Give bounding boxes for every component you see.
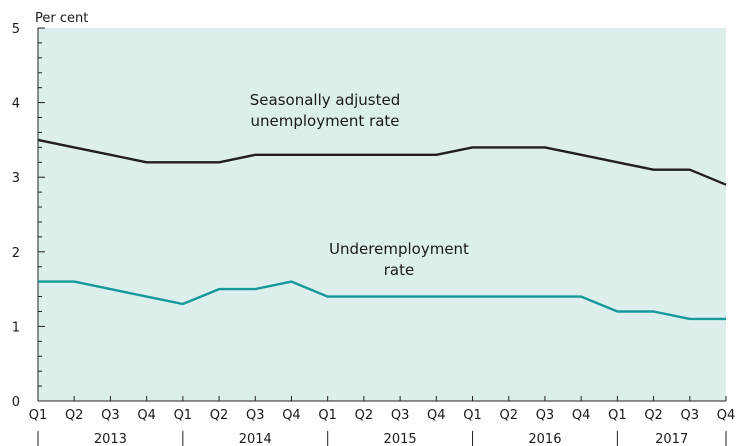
x-axis-ticks: Q1 Q2 Q3 Q4 Q1 Q2 Q3 Q4 Q1 Q2 Q3 Q4 Q1 Q2 Q3 Q4 Q1 Q2 Q3 Q4… xyxy=(29,396,736,446)
unemployment-rate-annotation: unemployment rate xyxy=(250,112,399,130)
x-tick-label: Q2 xyxy=(499,408,518,423)
x-tick-label: Q2 xyxy=(355,408,374,423)
y-tick-label: 5 xyxy=(12,22,20,37)
plot-area xyxy=(38,28,726,401)
unemployment-rate-line xyxy=(37,138,727,186)
series-lines xyxy=(37,138,727,321)
underemployment-rate-annotation: rate xyxy=(384,261,414,279)
year-label: 2016 xyxy=(528,432,561,446)
x-tick-label: Q3 xyxy=(681,408,700,423)
x-tick-label: Q1 xyxy=(29,408,48,423)
x-tick-label: Q3 xyxy=(391,408,410,423)
x-tick-label: Q4 xyxy=(427,408,446,423)
unemployment-rate-annotation: Seasonally adjusted xyxy=(250,91,400,109)
y-tick-label: 4 xyxy=(12,97,20,112)
x-tick-label: Q3 xyxy=(101,408,120,423)
y-tick-label: 1 xyxy=(12,320,20,335)
x-tick-label: Q1 xyxy=(463,408,482,423)
y-tick-label: 2 xyxy=(12,246,20,261)
y-axis-ticks: 0 1 2 3 4 5 xyxy=(12,22,45,410)
x-tick-label: Q2 xyxy=(65,408,84,423)
year-label: 2013 xyxy=(94,432,127,446)
year-label: 2015 xyxy=(384,432,417,446)
y-tick-label: 3 xyxy=(12,171,20,186)
x-tick-label: Q4 xyxy=(717,408,736,423)
y-axis-title: Per cent xyxy=(35,11,88,26)
x-tick-label: Q3 xyxy=(246,408,265,423)
x-tick-label: Q3 xyxy=(536,408,555,423)
year-label: 2017 xyxy=(655,432,688,446)
x-tick-label: Q4 xyxy=(282,408,301,423)
x-tick-label: Q1 xyxy=(174,408,193,423)
year-label: 2014 xyxy=(239,432,272,446)
underemployment-rate-annotation: Underemployment xyxy=(329,240,469,258)
x-tick-label: Q4 xyxy=(572,408,591,423)
underemployment-rate-line xyxy=(38,280,726,321)
x-tick-label: Q4 xyxy=(137,408,156,423)
y-tick-label: 0 xyxy=(12,395,20,410)
x-tick-label: Q2 xyxy=(644,408,663,423)
series-annotations: Seasonally adjusted unemployment rate Unde… xyxy=(250,91,469,279)
x-tick-label: Q2 xyxy=(210,408,229,423)
x-tick-label: Q1 xyxy=(318,408,337,423)
x-tick-label: Q1 xyxy=(608,408,627,423)
